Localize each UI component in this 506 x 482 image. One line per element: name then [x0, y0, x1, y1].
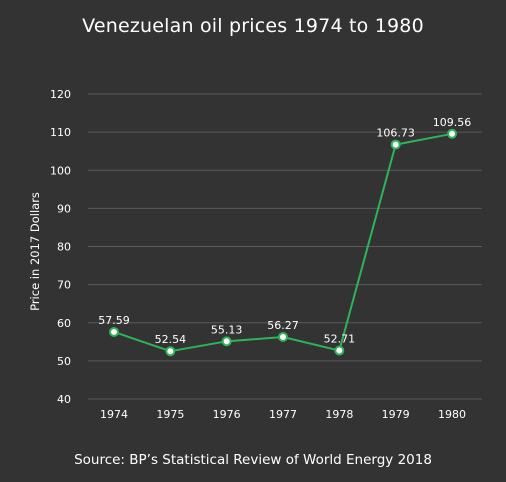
y-tick-label: 100	[50, 164, 71, 177]
x-tick-label: 1974	[100, 408, 128, 421]
data-point	[165, 346, 176, 357]
y-tick-label: 90	[57, 202, 71, 215]
data-label: 56.27	[267, 319, 299, 332]
data-point	[221, 336, 232, 347]
data-label: 55.13	[211, 323, 243, 336]
y-tick-label: 110	[50, 126, 71, 139]
data-labels: 57.59 52.54 55.13 56.27 52.71 106.73 109.56	[98, 116, 471, 346]
y-tick-label: 120	[50, 88, 71, 101]
data-point	[447, 128, 457, 139]
data-label: 109.56	[433, 116, 472, 129]
data-point	[390, 139, 401, 150]
grid-lines	[88, 93, 482, 400]
data-markers	[109, 128, 457, 357]
y-tick-label: 60	[57, 317, 71, 330]
x-tick-label: 1977	[269, 408, 297, 421]
data-label: 52.54	[155, 333, 187, 346]
x-tick-label: 1980	[438, 408, 466, 421]
data-point	[278, 331, 288, 342]
y-tick-label: 50	[57, 355, 71, 368]
y-tick-label: 40	[57, 393, 71, 406]
x-axis-ticks: 1974 1975 1976 1977 1978 1979 1980	[100, 408, 466, 421]
data-label: 52.71	[324, 333, 356, 346]
chart-title: Venezuelan oil prices 1974 to 1980	[82, 15, 424, 37]
y-tick-label: 70	[57, 279, 71, 292]
x-tick-label: 1976	[213, 408, 241, 421]
data-label: 57.59	[98, 314, 130, 327]
y-tick-label: 80	[57, 241, 71, 254]
x-tick-label: 1975	[156, 408, 184, 421]
y-axis-ticks: 40 50 60 70 80 90 100 110 120	[50, 88, 71, 406]
x-tick-label: 1978	[325, 408, 353, 421]
y-axis-label: Price in 2017 Dollars	[28, 192, 42, 311]
data-point	[109, 326, 119, 337]
data-label: 106.73	[376, 127, 415, 140]
chart-source: Source: BP’s Statistical Review of World…	[74, 452, 432, 468]
x-tick-label: 1979	[382, 408, 410, 421]
data-point	[334, 345, 345, 356]
